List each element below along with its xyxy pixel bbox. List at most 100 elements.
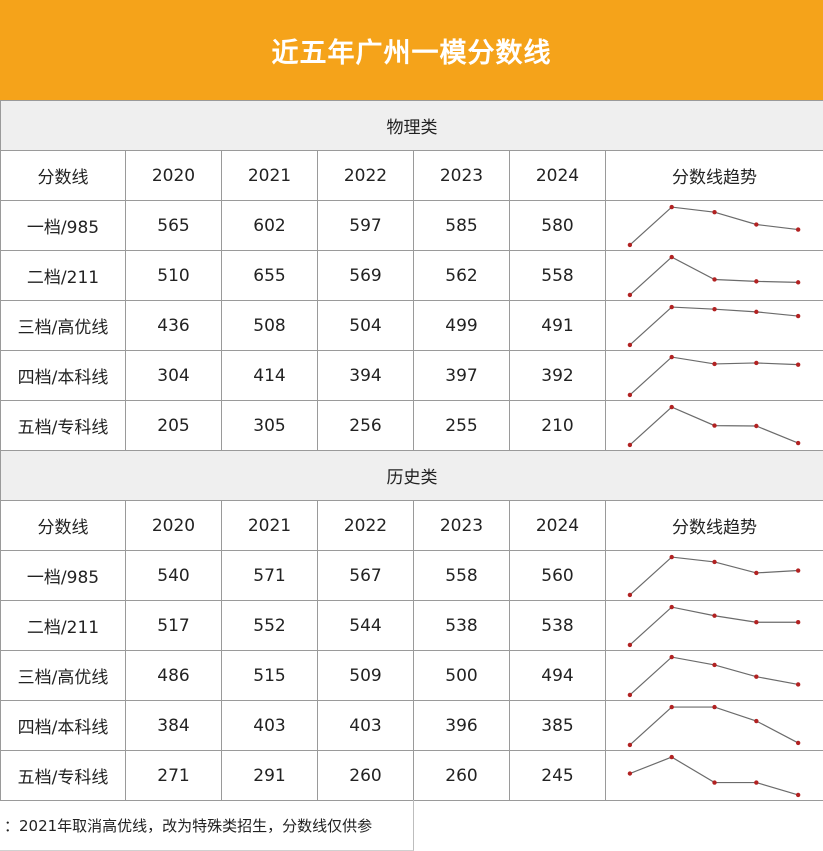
table-row: 三档/高优线 486 515 509 500 494 <box>0 650 823 701</box>
score-cell: 384 <box>125 700 222 751</box>
trend-point-2024 <box>795 313 801 318</box>
page-title: 近五年广州一模分数线 <box>271 37 552 69</box>
trend-line <box>629 705 799 745</box>
score-cell: 508 <box>221 300 318 351</box>
trend-point-2020 <box>627 342 633 347</box>
trend-cell <box>604 300 823 351</box>
header-year: 2020 <box>125 150 222 201</box>
row-label: 四档/本科线 <box>0 700 126 751</box>
trend-point-2021 <box>669 604 674 609</box>
trend-point-2024 <box>795 681 801 687</box>
score-cell: 260 <box>317 750 414 801</box>
trend-point-2024 <box>795 226 801 232</box>
trend-point-2024 <box>795 440 801 445</box>
trend-point-2023 <box>754 779 759 785</box>
score-cell: 562 <box>413 250 510 301</box>
header-year: 2024 <box>509 150 606 201</box>
trend-line <box>629 255 799 295</box>
trend-cell <box>604 400 823 451</box>
trend-point-2020 <box>627 742 633 747</box>
trend-point-2022 <box>712 779 717 785</box>
row-label: 四档/本科线 <box>0 350 126 401</box>
header-year: 2021 <box>221 500 318 551</box>
trend-point-2020 <box>627 292 633 297</box>
trend-sparkline <box>627 754 801 797</box>
table-row: 三档/高优线 436 508 504 499 491 <box>0 300 823 351</box>
score-cell: 256 <box>317 400 414 451</box>
score-cell: 597 <box>317 200 414 251</box>
trend-cell <box>604 350 823 401</box>
score-cell: 486 <box>125 650 222 701</box>
row-label: 一档/985 <box>0 550 126 601</box>
trend-point-2024 <box>795 279 801 285</box>
score-cell: 414 <box>221 350 318 401</box>
score-cell: 585 <box>413 200 510 251</box>
trend-point-2022 <box>712 209 717 214</box>
trend-sparkline <box>627 204 801 247</box>
trend-point-2024 <box>795 567 801 573</box>
trend-point-2022 <box>712 422 717 428</box>
row-label: 一档/985 <box>0 200 126 251</box>
header-year: 2024 <box>509 500 606 551</box>
title-banner: 近五年广州一模分数线 <box>0 0 823 100</box>
header-trend: 分数线趋势 <box>604 150 823 201</box>
trend-point-2023 <box>754 674 759 679</box>
header-row: 分数线 2020 2021 2022 2023 2024 分数线趋势 <box>0 150 823 201</box>
score-cell: 515 <box>221 650 318 701</box>
score-cell: 538 <box>509 600 606 651</box>
section-row: 历史类 <box>0 450 823 501</box>
trend-point-2021 <box>669 404 674 409</box>
header-year: 2022 <box>317 500 414 551</box>
trend-point-2021 <box>669 354 674 359</box>
score-cell: 304 <box>125 350 222 401</box>
trend-point-2021 <box>669 704 674 709</box>
trend-sparkline <box>627 554 801 597</box>
score-cell: 394 <box>317 350 414 401</box>
score-cell: 260 <box>413 750 510 801</box>
trend-point-2023 <box>754 360 759 365</box>
table-row: 一档/985 565 602 597 585 580 <box>0 200 823 251</box>
trend-cell <box>604 250 823 301</box>
score-cell: 499 <box>413 300 510 351</box>
trend-point-2021 <box>669 554 674 559</box>
row-label: 二档/211 <box>0 250 126 301</box>
score-cell: 392 <box>509 350 606 401</box>
score-cell: 510 <box>125 250 222 301</box>
trend-line <box>629 655 799 695</box>
row-label: 三档/高优线 <box>0 300 126 351</box>
trend-sparkline <box>627 304 801 347</box>
trend-line <box>629 605 799 645</box>
trend-point-2020 <box>627 692 633 697</box>
row-label: 二档/211 <box>0 600 126 651</box>
trend-point-2022 <box>712 704 717 709</box>
score-cell: 245 <box>509 750 606 801</box>
header-year: 2020 <box>125 500 222 551</box>
header-trend: 分数线趋势 <box>604 500 823 551</box>
trend-point-2021 <box>669 654 674 659</box>
score-cell: 385 <box>509 700 606 751</box>
score-cell: 403 <box>221 700 318 751</box>
table-row: 二档/211 510 655 569 562 558 <box>0 250 823 301</box>
trend-point-2023 <box>754 278 759 284</box>
header-year: 2021 <box>221 150 318 201</box>
trend-point-2021 <box>669 254 674 259</box>
trend-point-2022 <box>712 662 717 667</box>
table-row: 五档/专科线 271 291 260 260 245 <box>0 750 823 801</box>
trend-sparkline <box>627 654 801 697</box>
row-label: 五档/专科线 <box>0 750 126 801</box>
score-cell: 210 <box>509 400 606 451</box>
header-label: 分数线 <box>0 150 126 201</box>
score-cell: 540 <box>125 550 222 601</box>
score-cell: 571 <box>221 550 318 601</box>
trend-point-2024 <box>795 619 801 624</box>
score-cell: 558 <box>509 250 606 301</box>
header-label: 分数线 <box>0 500 126 551</box>
trend-sparkline <box>627 604 801 647</box>
score-cell: 565 <box>125 200 222 251</box>
table-row: 四档/本科线 384 403 403 396 385 <box>0 700 823 751</box>
trend-cell <box>604 200 823 251</box>
trend-cell <box>604 650 823 701</box>
trend-point-2020 <box>627 770 633 776</box>
score-cell: 291 <box>221 750 318 801</box>
score-cell: 305 <box>221 400 318 451</box>
